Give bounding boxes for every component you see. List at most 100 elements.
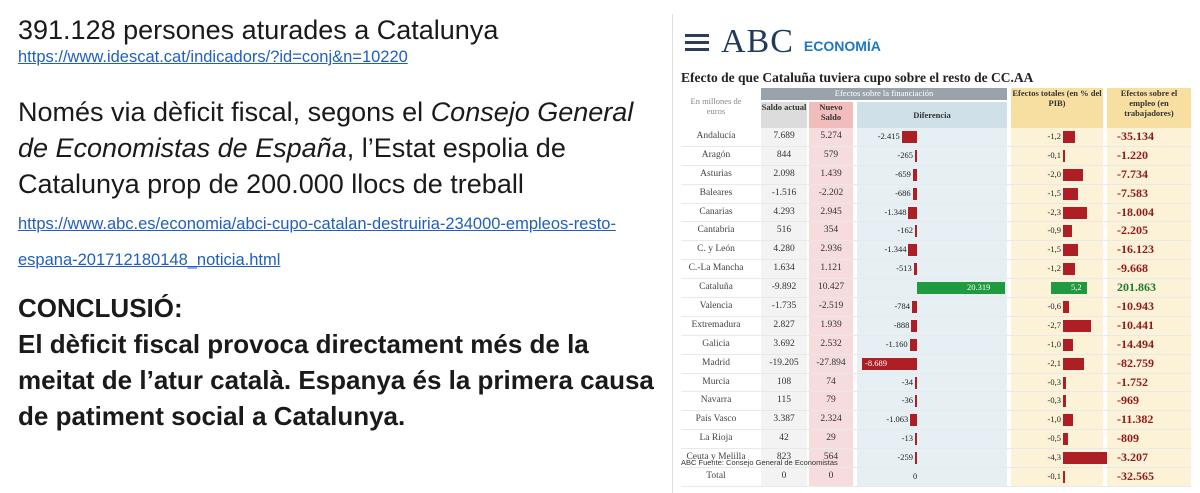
table-body: Andalucía 7.689 5.274 -2.415 -1,2 -35.134 Arag… <box>681 128 1191 487</box>
region-name: Murcia <box>702 376 730 387</box>
body-paragraph: Només via dèficit fiscal, segons el Cons… <box>18 94 658 274</box>
region-name: Cataluña <box>699 282 733 293</box>
diff-header: Diferencia <box>857 102 1007 128</box>
diferencia-cell: -888 <box>857 316 1007 335</box>
diferencia-value: -513 <box>896 263 912 274</box>
table-row: Asturias 2.098 1.439 -659 -2,0 -7.734 <box>681 165 1191 185</box>
totales-bar <box>1063 168 1084 181</box>
menu-icon[interactable] <box>685 30 709 55</box>
diferencia-cell: -1.160 <box>857 335 1007 354</box>
para-part2: , l’Estat espolia de Catalunya prop de 2… <box>18 133 566 199</box>
diferencia-cell: -259 <box>857 449 1007 468</box>
nuevo-saldo: 2.532 <box>809 335 853 354</box>
diferencia-value: -265 <box>897 149 913 160</box>
saldo-actual: -9.892 <box>761 279 807 298</box>
region-name: País Vasco <box>695 414 737 425</box>
diferencia-value: -1.344 <box>884 244 907 255</box>
nuevo-saldo: 579 <box>809 146 853 165</box>
totales-value: -2,0 <box>1047 168 1061 179</box>
table-row: Madrid -19.205 -27.894 -8.689 -2,1 -82.759 <box>681 354 1191 374</box>
totales-cell: 5,2 <box>1011 279 1103 298</box>
table-row: Galicia 3.692 2.532 -1.160 -1,0 -14.494 <box>681 335 1191 355</box>
diferencia-value: -13 <box>901 433 913 444</box>
saldo-actual: -1.735 <box>761 298 807 316</box>
totales-value: -0,1 <box>1047 149 1061 160</box>
conclusion: CONCLUSIÓ: El dèficit fiscal provoca dir… <box>18 290 658 434</box>
totales-bar <box>1063 206 1087 219</box>
totales-bar <box>1063 319 1091 332</box>
totales-cell: -0,1 <box>1011 146 1103 165</box>
totales-cell: -1,2 <box>1011 260 1103 279</box>
totales-value: -2,7 <box>1047 319 1061 330</box>
diferencia-bar <box>912 168 917 181</box>
para-part1: Només via dèficit fiscal, segons el <box>18 97 431 127</box>
diferencia-value: -8.689 <box>865 357 887 368</box>
table-row: Cataluña -9.892 10.427 20.319 5,2 201.863 <box>681 279 1191 299</box>
totales-value: -0,3 <box>1047 395 1061 406</box>
diferencia-cell: -513 <box>857 260 1007 279</box>
diferencia-bar <box>909 338 917 351</box>
nuevo-saldo: 2.945 <box>809 203 853 222</box>
saldo-actual: 823 <box>761 449 807 468</box>
saldo-actual: 1.634 <box>761 260 807 279</box>
diferencia-cell: -686 <box>857 184 1007 203</box>
abc-link[interactable]: https://www.abc.es/economia/abci-cupo-ca… <box>18 215 616 269</box>
totales-bar <box>1063 131 1076 143</box>
nuevo-saldo: 354 <box>809 222 853 241</box>
diferencia-bar <box>913 263 917 276</box>
saldo-actual: 0 <box>761 468 807 486</box>
saldo-actual: 3.387 <box>761 411 807 430</box>
diferencia-bar <box>912 187 917 200</box>
diferencia-bar <box>911 319 917 332</box>
saldo-actual: 42 <box>761 430 807 449</box>
totales-bar <box>1063 225 1073 238</box>
region-name: Navarra <box>700 395 732 406</box>
totales-cell: -1,0 <box>1011 335 1103 354</box>
totales-value: -0,9 <box>1047 225 1061 236</box>
table-row: Canarias 4.293 2.945 -1.348 -2,3 -18.004 <box>681 203 1191 223</box>
saldo-actual: -1.516 <box>761 184 807 203</box>
table-row: Murcia 108 74 -34 -0,3 -1.752 <box>681 373 1191 393</box>
diferencia-bar <box>915 149 917 162</box>
saldo-header: Saldo actual <box>761 102 807 128</box>
idescat-link[interactable]: https://www.idescat.cat/indicadors/?id=c… <box>18 48 408 66</box>
saldo-actual: 2.827 <box>761 316 807 335</box>
totales-bar <box>1063 471 1065 484</box>
abc-header: ABC ECONOMÍA <box>685 20 881 64</box>
empleo-value: -14.494 <box>1107 335 1191 354</box>
totales-cell: -0,1 <box>1011 468 1103 486</box>
totales-value: -2,3 <box>1047 206 1061 217</box>
totales-bar <box>1063 395 1067 408</box>
totales-cell: -0,5 <box>1011 430 1103 449</box>
diferencia-cell: -162 <box>857 222 1007 241</box>
diferencia-cell: -659 <box>857 165 1007 184</box>
totales-value: -1,0 <box>1047 338 1061 349</box>
diferencia-value: -1.160 <box>885 338 908 349</box>
totales-cell: -2,7 <box>1011 316 1103 335</box>
totales-bar <box>1063 149 1065 162</box>
region-name: Cantabria <box>697 225 735 236</box>
totales-value: -1,2 <box>1047 263 1061 274</box>
diferencia-cell: 0 <box>857 468 1007 486</box>
table-row: Cantabria 516 354 -162 -0,9 -2.205 <box>681 222 1191 242</box>
table-row: Navarra 115 79 -36 -0,3 -969 <box>681 392 1191 412</box>
region-name: Aragón <box>701 149 731 160</box>
diferencia-value: -784 <box>894 301 911 312</box>
diferencia-bar <box>915 376 917 389</box>
nuevo-saldo: -2.519 <box>809 298 853 316</box>
totales-value: -1,5 <box>1047 244 1061 255</box>
table-row: País Vasco 3.387 2.324 -1.063 -1,0 -11.382 <box>681 411 1191 431</box>
totales-cell: -0,6 <box>1011 298 1103 316</box>
conclusion-title: CONCLUSIÓ: <box>18 293 183 323</box>
table-row: La Rioja 42 29 -13 -0,5 -809 <box>681 430 1191 450</box>
saldo-actual: 7.689 <box>761 128 807 146</box>
nuevo-saldo: -2.202 <box>809 184 853 203</box>
nuevo-saldo: 1.439 <box>809 165 853 184</box>
diferencia-cell: -2.415 <box>857 128 1007 146</box>
totales-cell: -2,0 <box>1011 165 1103 184</box>
diferencia-value: 0 <box>913 471 918 482</box>
totales-value: -4,3 <box>1047 452 1061 463</box>
region-name: Andalucía <box>696 131 736 141</box>
totales-bar <box>1063 357 1085 370</box>
totales-bar <box>1063 244 1079 257</box>
